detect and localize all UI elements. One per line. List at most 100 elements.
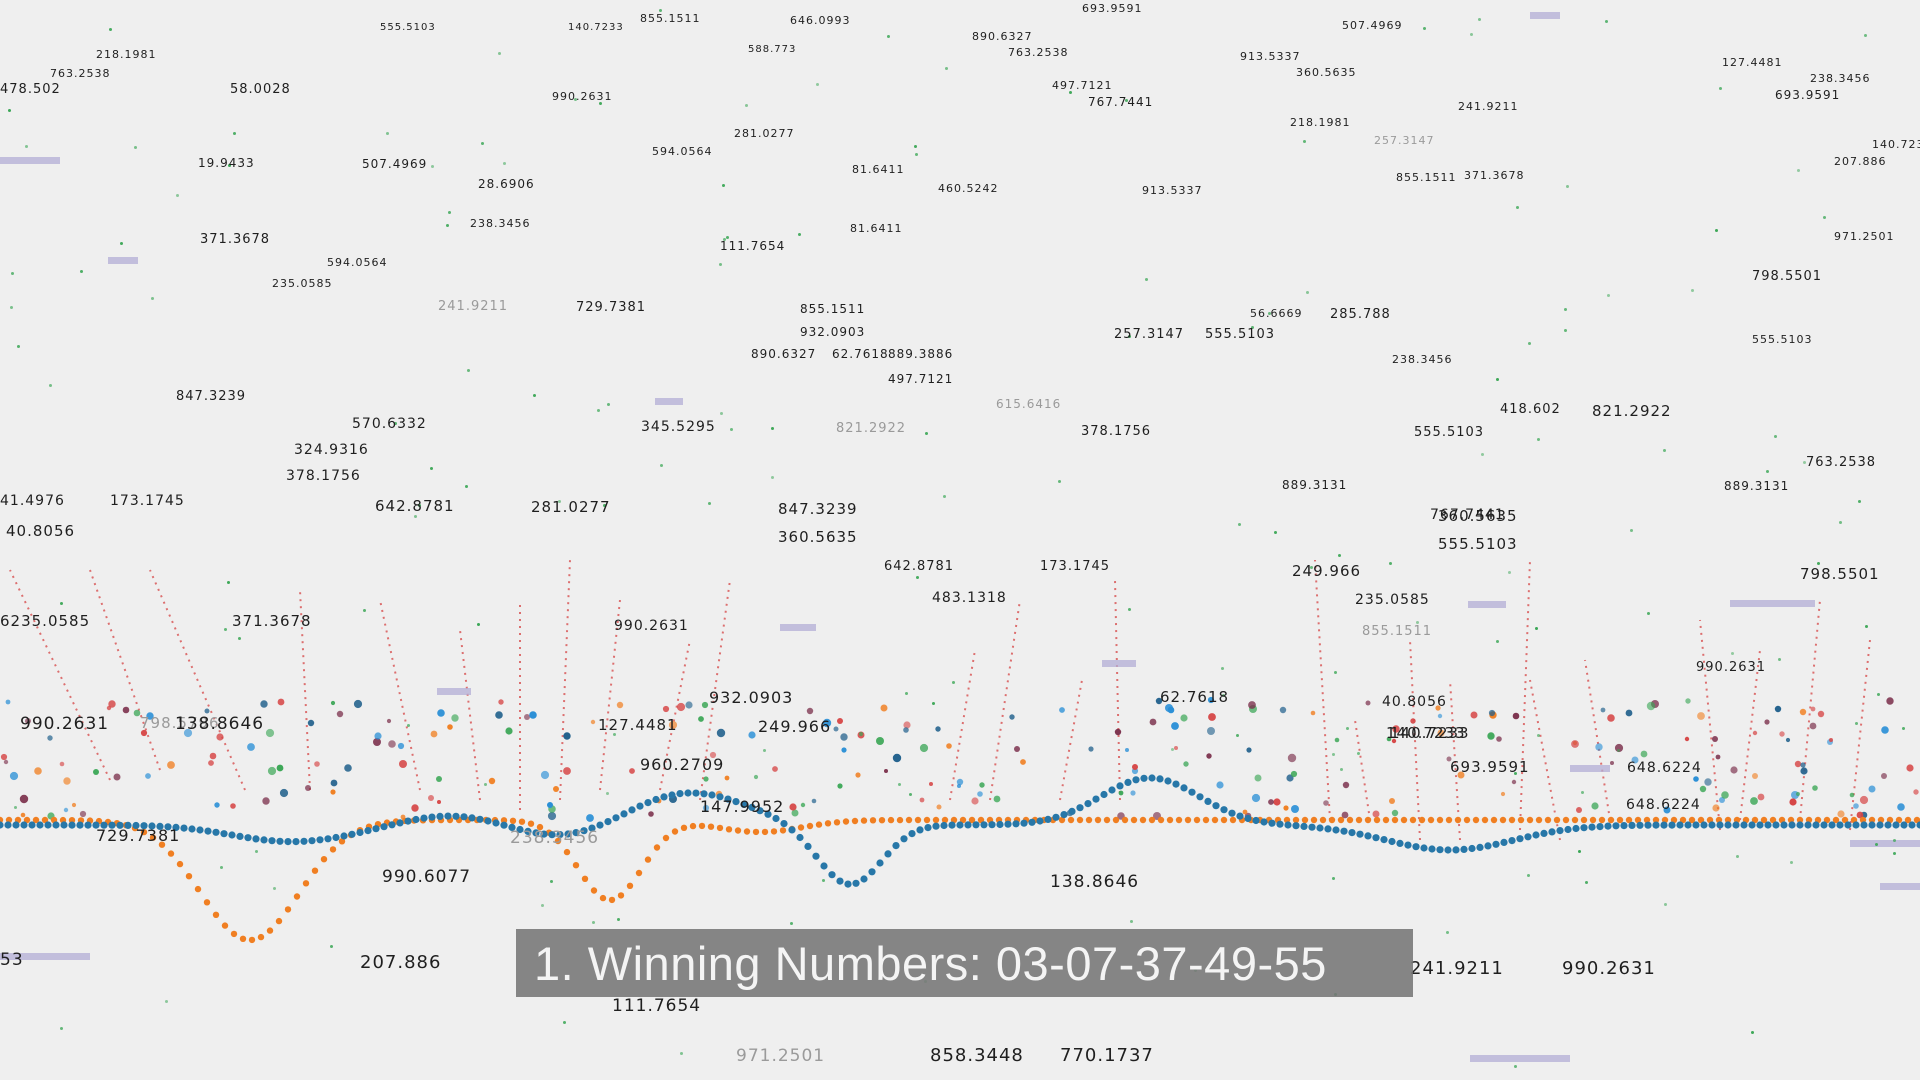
orange-series-point: [1463, 816, 1471, 824]
confetti-dot: [399, 760, 407, 768]
blue-series-point: [516, 825, 524, 834]
confetti-dot: [724, 775, 730, 781]
blue-series-point: [1180, 784, 1188, 792]
star-dot: [722, 184, 725, 187]
floating-number: 855.1511: [800, 302, 866, 316]
confetti-dot: [1268, 799, 1274, 805]
confetti-dot: [276, 764, 284, 772]
star-dot: [1306, 291, 1309, 294]
orange-series-point: [1139, 816, 1147, 824]
blue-series-point: [796, 833, 804, 842]
star-dot: [945, 67, 948, 70]
confetti-dot: [25, 718, 31, 724]
blue-series-point: [1404, 841, 1412, 849]
star-dot: [228, 164, 231, 167]
floating-number: 249.966: [758, 717, 832, 736]
star-dot: [1607, 294, 1610, 297]
floating-number: 173.1745: [1040, 559, 1111, 574]
star-dot: [134, 146, 137, 149]
confetti-dot: [1310, 710, 1316, 716]
confetti-dot: [145, 773, 151, 779]
confetti-dot: [1216, 781, 1224, 789]
blue-series-point: [508, 823, 516, 832]
floating-number: 138.8646: [175, 714, 265, 734]
blue-series-point: [212, 828, 220, 836]
blue-series-point: [316, 836, 324, 844]
blue-series-point: [1484, 842, 1492, 850]
confetti-dot: [1856, 811, 1864, 819]
confetti-dot: [1323, 800, 1329, 806]
floating-number: 241.9211: [1410, 958, 1504, 979]
star-dot: [25, 145, 28, 148]
blue-series-point: [268, 837, 276, 845]
confetti-dot: [1372, 810, 1380, 818]
blue-series-point: [356, 828, 364, 837]
orange-series-point: [257, 933, 265, 941]
floating-number: 693.9591: [1082, 2, 1143, 15]
blue-series-point: [1004, 820, 1012, 828]
blue-series-point: [604, 818, 612, 826]
confetti-dot: [1446, 756, 1452, 762]
blue-series-point: [380, 823, 388, 831]
confetti-dot: [437, 800, 441, 804]
orange-series-point: [185, 873, 193, 880]
confetti-dot: [108, 700, 116, 708]
star-dot: [1839, 521, 1842, 524]
star-dot: [599, 102, 602, 105]
star-dot: [1332, 753, 1335, 756]
star-dot: [574, 98, 577, 101]
confetti-dot: [1470, 711, 1478, 719]
red-dotted-stem: [149, 569, 246, 791]
floating-number: 257.3147: [1114, 327, 1185, 342]
floating-number: 615.6416: [996, 397, 1062, 411]
blue-series-point: [1188, 788, 1196, 796]
confetti-dot: [1853, 803, 1859, 809]
star-dot: [407, 724, 410, 727]
star-dot: [1797, 169, 1800, 172]
orange-series-point: [653, 844, 661, 851]
floating-number: 345.5295: [641, 419, 716, 435]
orange-series-point: [167, 850, 175, 857]
blue-series-point: [1292, 822, 1300, 830]
orange-series-point: [887, 816, 895, 824]
confetti-dot: [1283, 805, 1289, 811]
confetti-dot: [586, 814, 594, 822]
orange-series-point: [617, 892, 625, 899]
blue-series-point: [340, 832, 348, 840]
red-dotted-stem: [1799, 599, 1821, 821]
orange-series-point: [23, 816, 31, 824]
star-dot: [1605, 20, 1608, 23]
blue-series-point: [1092, 795, 1100, 803]
blue-series-point: [900, 835, 908, 843]
floating-number: 693.9591: [1450, 758, 1530, 776]
blue-series-point: [956, 821, 964, 829]
star-dot: [1630, 529, 1633, 532]
red-dotted-stem: [1449, 679, 1461, 841]
orange-series-point: [1112, 816, 1120, 824]
star-dot: [617, 918, 620, 921]
confetti-dot: [1389, 798, 1395, 804]
confetti-dot: [140, 729, 148, 737]
star-dot: [1128, 608, 1131, 611]
star-dot: [1389, 562, 1392, 565]
floating-number: 371.3678: [1464, 169, 1525, 182]
star-dot: [1774, 435, 1777, 438]
orange-series-point: [275, 917, 283, 925]
orange-series-point: [158, 841, 166, 848]
floating-number: 147.9952: [700, 797, 785, 816]
blue-series-point: [860, 875, 868, 883]
orange-series-point: [68, 817, 76, 824]
floating-number: 371.3678: [232, 612, 312, 630]
star-dot: [1617, 749, 1620, 752]
blue-series-point: [412, 815, 420, 824]
confetti-dot: [344, 764, 352, 772]
confetti-dot: [505, 727, 513, 735]
blue-series-point: [436, 812, 444, 821]
orange-series-point: [1913, 816, 1920, 824]
orange-series-point: [833, 819, 841, 826]
star-dot: [1481, 453, 1484, 456]
lavender-dash: [0, 953, 90, 960]
blue-series-point: [668, 791, 676, 799]
blue-series-point: [1652, 821, 1660, 829]
blue-series-point: [1900, 821, 1908, 829]
